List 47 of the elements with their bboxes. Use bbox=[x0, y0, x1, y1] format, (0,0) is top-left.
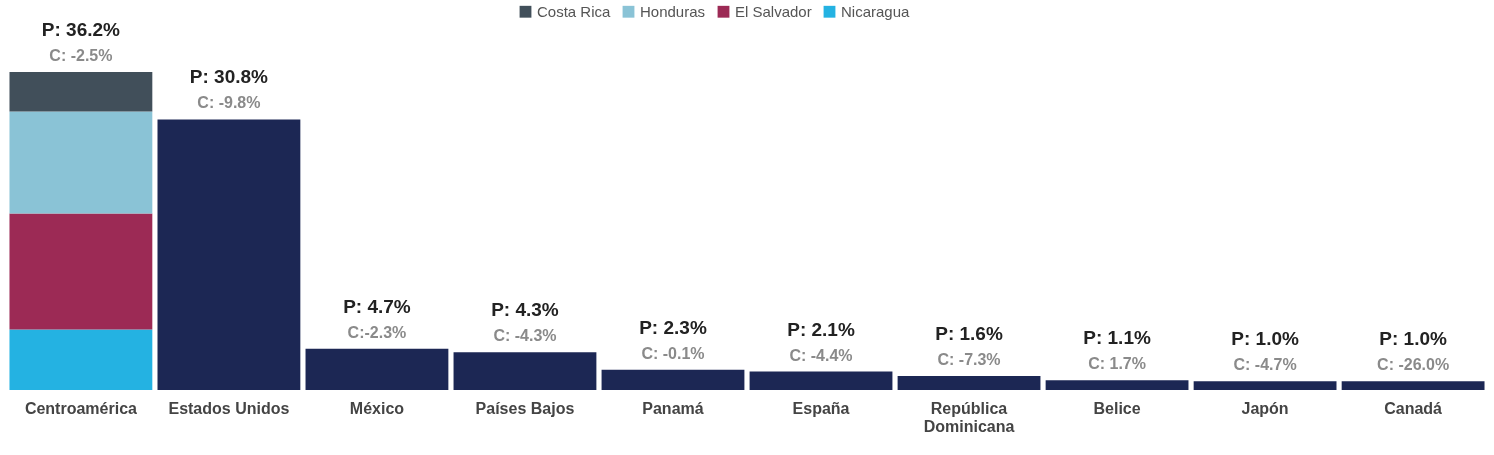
data-label: P: 2.1% bbox=[787, 318, 855, 340]
bar bbox=[1045, 380, 1189, 390]
annotation: C: -4.7% bbox=[1233, 356, 1297, 374]
x-tick-label: México bbox=[349, 399, 405, 417]
x-tick-label: Países Bajos bbox=[475, 399, 575, 417]
bar bbox=[9, 72, 153, 112]
annotation: C: -4.3% bbox=[493, 327, 557, 345]
x-tick-label: Canadá bbox=[1384, 399, 1443, 417]
bar bbox=[453, 352, 597, 390]
x-tick-label: Japón bbox=[1241, 399, 1289, 417]
bar bbox=[9, 213, 153, 330]
x-tick-label: Centroamérica bbox=[24, 399, 138, 417]
total-label: P: 36.2% bbox=[41, 19, 121, 40]
annotation: C:-2.3% bbox=[347, 323, 407, 341]
data-label: P: 1.1% bbox=[1083, 327, 1151, 349]
annotation: C: -4.4% bbox=[789, 346, 853, 364]
x-tick-label: Belice bbox=[1093, 399, 1141, 417]
data-label: P: 1.6% bbox=[935, 322, 1003, 344]
annotation: C: -2.5% bbox=[49, 47, 113, 64]
x-tick-label: España bbox=[792, 399, 850, 417]
data-label: P: 1.0% bbox=[1379, 328, 1447, 350]
annotation: C: -26.0% bbox=[1377, 356, 1450, 374]
bar bbox=[749, 371, 893, 390]
data-label: P: 4.3% bbox=[491, 299, 559, 321]
data-label: P: 30.8% bbox=[189, 66, 269, 88]
bar bbox=[9, 329, 153, 390]
legend-label: Honduras bbox=[640, 2, 706, 20]
x-tick-label: Estados Unidos bbox=[168, 399, 290, 417]
bar bbox=[601, 369, 745, 390]
data-label: P: 1.0% bbox=[1231, 328, 1299, 350]
bar bbox=[1341, 381, 1485, 390]
bar bbox=[9, 111, 153, 214]
annotation: C: -7.3% bbox=[937, 350, 1001, 368]
legend-label: Nicaragua bbox=[841, 2, 911, 20]
bar bbox=[305, 348, 449, 390]
data-label: P: 2.3% bbox=[639, 316, 707, 338]
data-label: P: 4.7% bbox=[343, 295, 411, 317]
x-tick-label: Panamá bbox=[642, 399, 704, 417]
legend-label: El Salvador bbox=[735, 2, 812, 20]
annotation: C: 1.7% bbox=[1088, 355, 1146, 373]
legend-label: Costa Rica bbox=[537, 2, 612, 20]
x-tick-label: República Dominicana bbox=[923, 399, 1015, 435]
bar bbox=[1193, 381, 1337, 390]
bar bbox=[897, 375, 1041, 390]
annotation: C: -9.8% bbox=[197, 94, 261, 112]
annotation: C: -0.1% bbox=[641, 344, 705, 362]
bar bbox=[157, 119, 301, 390]
